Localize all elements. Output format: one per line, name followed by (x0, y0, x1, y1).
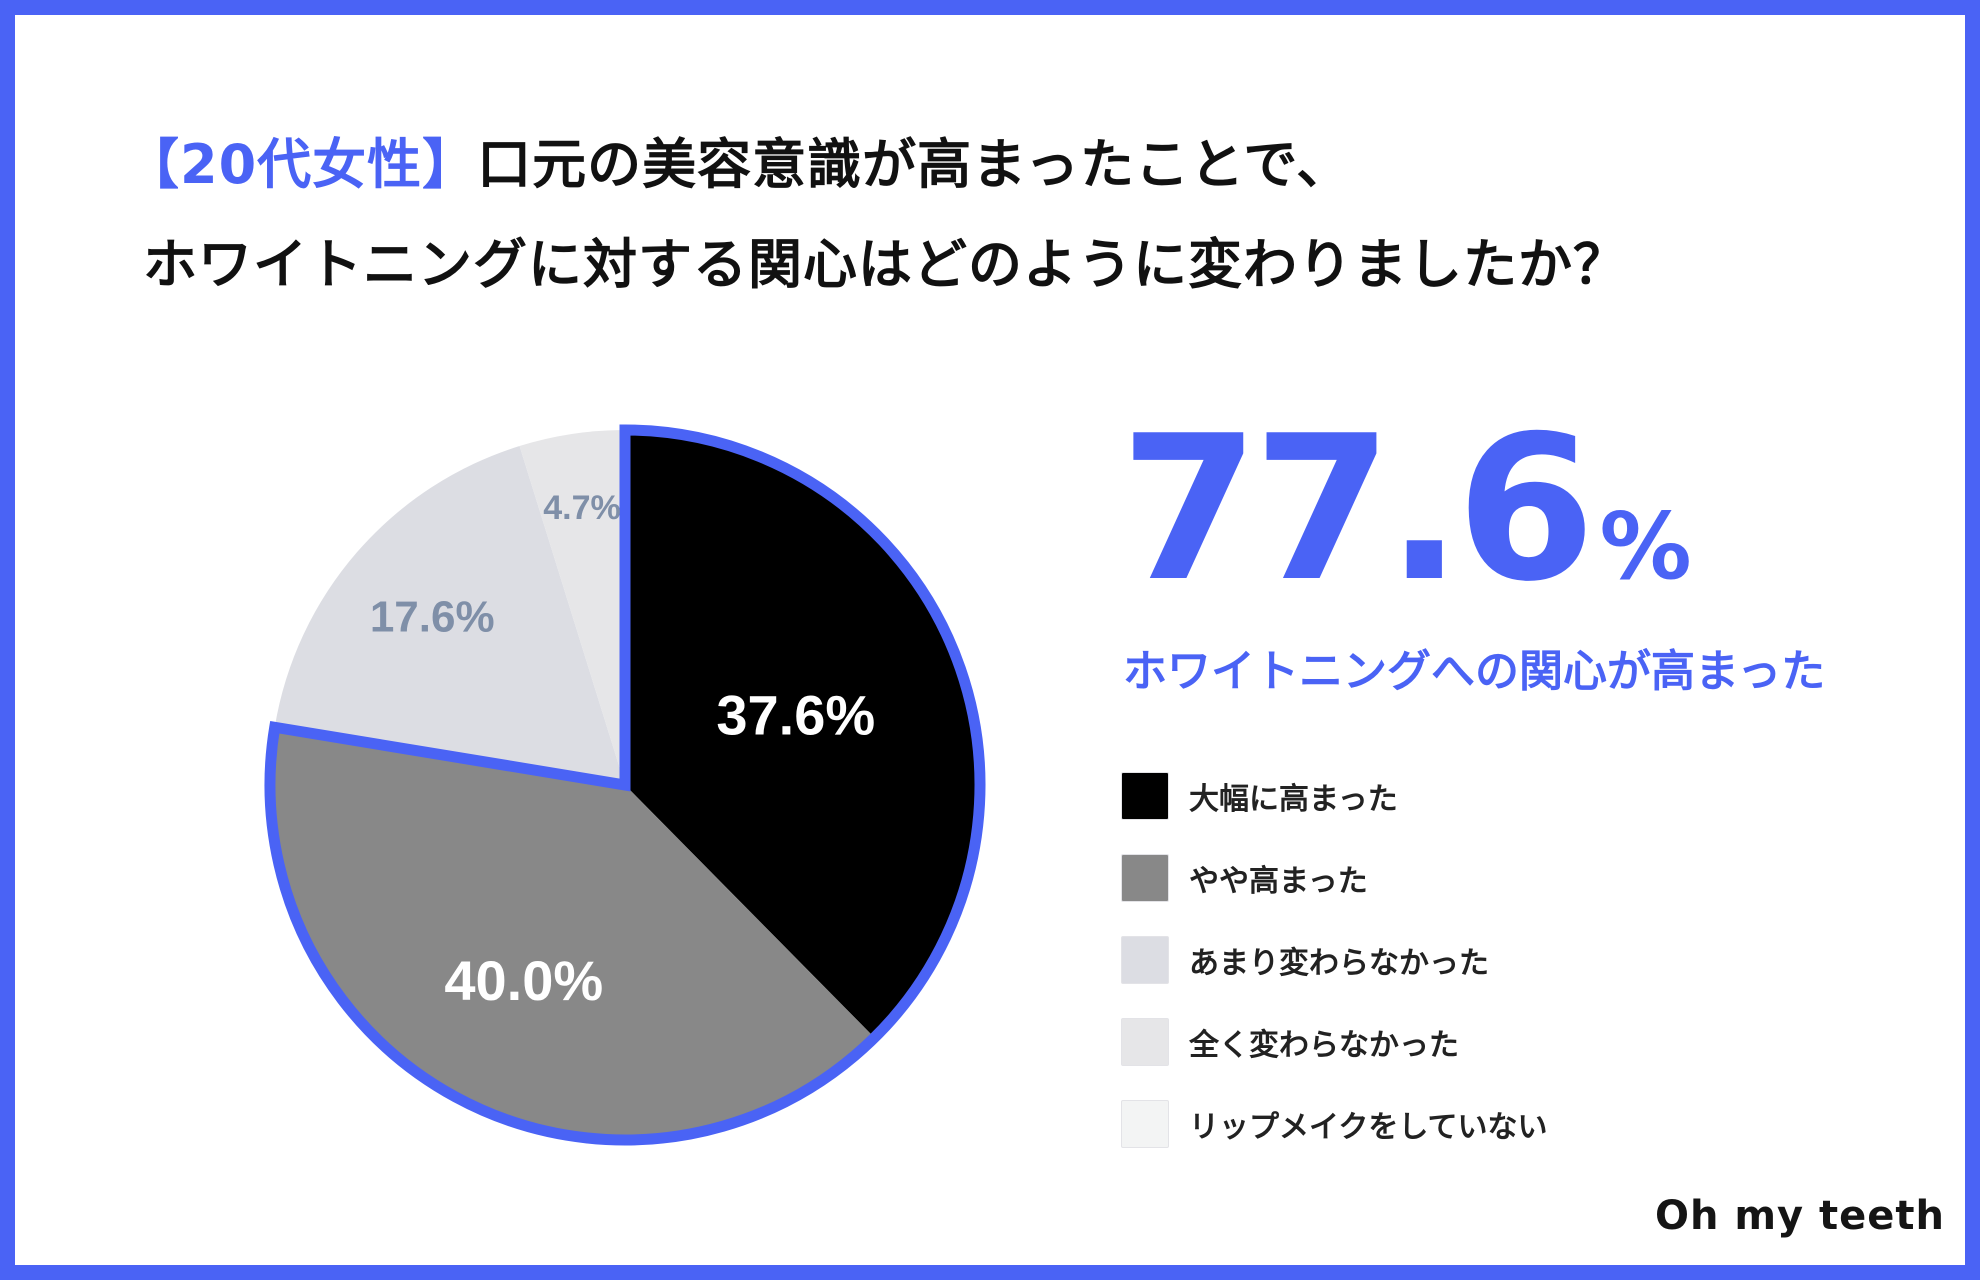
legend-item-1: やや高まった (1121, 853, 1821, 902)
slice-label-0: 37.6% (716, 683, 875, 746)
legend-label: 全く変わらなかった (1189, 1027, 1459, 1063)
legend-label: やや高まった (1189, 863, 1368, 899)
legend-label: 大幅に高まった (1189, 781, 1398, 817)
title-line-1: 【20代女性】口元の美容意識が高まったことで、 (125, 115, 1885, 215)
legend-item-3: 全く変わらなかった (1121, 1017, 1821, 1066)
legend-label: あまり変わらなかった (1189, 945, 1489, 981)
legend-swatch (1121, 1017, 1169, 1066)
pie-slice-2 (274, 446, 625, 785)
pie-slice-3 (519, 430, 625, 785)
chart-title: 【20代女性】口元の美容意識が高まったことで、 ホワイトニングに対する関心はどの… (125, 115, 1885, 315)
highlight-caption: ホワイトニングへの関心が高まった (1123, 646, 1826, 697)
legend-swatch (1121, 1099, 1169, 1148)
legend-swatch (1121, 771, 1169, 820)
slice-label-2: 17.6% (370, 593, 495, 642)
highlight-percentage: 77.6% (1120, 410, 1720, 610)
legend-item-0: 大幅に高まった (1121, 771, 1821, 820)
pie-slice-1 (270, 727, 875, 1141)
legend-label: リップメイクをしていない (1189, 1109, 1548, 1145)
legend-item-4: リップメイクをしていない (1121, 1099, 1821, 1148)
pie-slice-0 (625, 430, 981, 1038)
highlight-outline (264, 424, 986, 1146)
legend-swatch (1121, 935, 1169, 984)
legend-swatch (1121, 853, 1169, 902)
highlight-number: 77.6 (1120, 393, 1595, 626)
highlight-unit: % (1599, 493, 1692, 600)
slice-label-3: 4.7% (543, 489, 621, 527)
title-accent: 【20代女性】 (125, 133, 478, 196)
title-line-2: ホワイトニングに対する関心はどのように変わりましたか？ (143, 233, 1628, 296)
slice-label-1: 40.0% (444, 949, 603, 1012)
brand-logo: Oh my teeth (1654, 1193, 1945, 1239)
chart-legend: 大幅に高まった やや高まったあまり変わらなかった 全く変わらなかったリップメイクをし… (1121, 771, 1821, 1181)
legend-item-2: あまり変わらなかった (1121, 935, 1821, 984)
title-main: 口元の美容意識が高まったことで、 (477, 133, 1352, 196)
pie-chart: 37.6% 40.0% 17.6% 4.7% (264, 424, 986, 1146)
